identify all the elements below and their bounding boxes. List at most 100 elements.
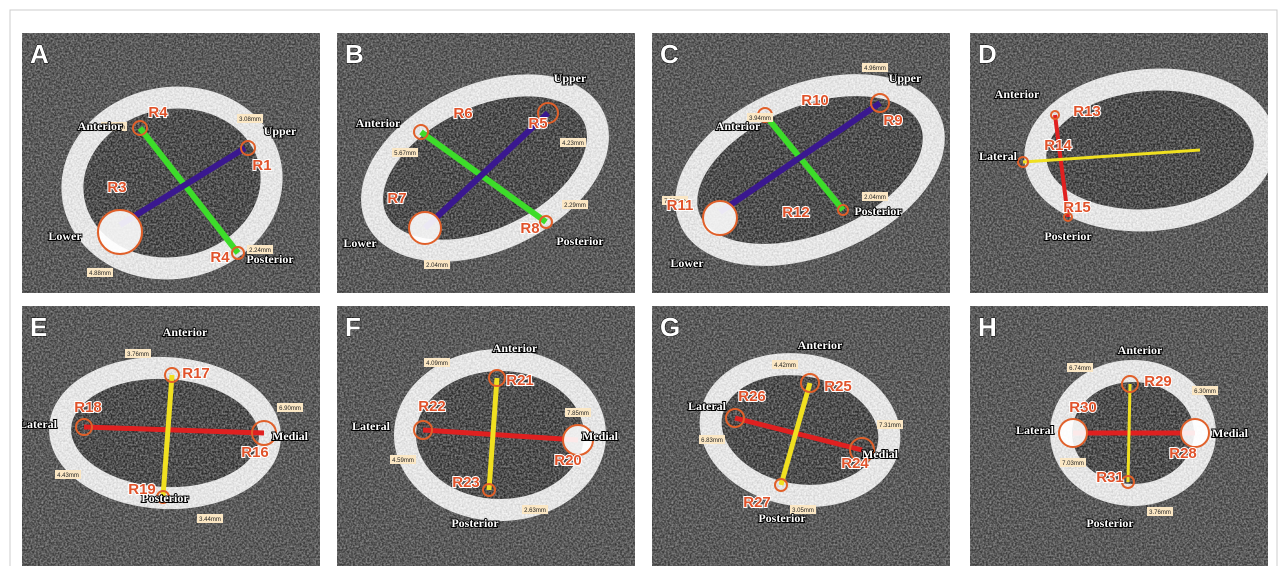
panel: 5.67mm4.23mm2.29mm2.04mmAnteriorUpperLow… bbox=[337, 33, 635, 293]
measure-line bbox=[1128, 384, 1130, 482]
roi-label: R29 bbox=[1144, 373, 1172, 390]
roi-label: R1 bbox=[252, 157, 271, 174]
direction-label: Lateral bbox=[352, 419, 391, 433]
ct-noise bbox=[970, 33, 1268, 293]
panel-letter: B bbox=[345, 39, 364, 69]
measurement-label: 2.04mm bbox=[426, 263, 448, 269]
panel-letter: C bbox=[660, 39, 679, 69]
direction-label: Posterior bbox=[246, 252, 294, 266]
direction-label: Posterior bbox=[451, 516, 499, 530]
roi-label: R14 bbox=[1044, 137, 1072, 154]
figure: 3.71mm3.08mm4.88mm2.24mmAnteriorUpperLow… bbox=[0, 0, 1287, 566]
panel-letter: H bbox=[978, 312, 997, 342]
measurement-label: 2.63mm bbox=[524, 508, 546, 514]
panel-image: 3.94mm4.96mm7.08mm2.04mmAnteriorUpperLow… bbox=[652, 33, 959, 293]
direction-label: Lateral bbox=[19, 417, 58, 431]
roi-label: R19 bbox=[128, 481, 156, 498]
roi-label: R23 bbox=[452, 474, 480, 491]
measurement-label: 4.43mm bbox=[57, 473, 79, 479]
measurement-label: 3.76mm bbox=[1149, 510, 1171, 516]
measurement-label: 6.83mm bbox=[701, 438, 723, 444]
measurement-label: 7.85mm bbox=[567, 411, 589, 417]
panel-image: AnteriorLateralPosteriorR13R14R15D bbox=[970, 33, 1271, 293]
ct-noise bbox=[337, 33, 635, 293]
direction-label: Anterior bbox=[163, 325, 208, 339]
direction-label: Upper bbox=[889, 71, 922, 85]
measurement-label: 4.96mm bbox=[864, 66, 886, 72]
direction-label: Anterior bbox=[1118, 343, 1163, 357]
panel-image: 3.76mm6.90mm4.43mm3.44mmAnteriorLateralM… bbox=[19, 306, 320, 566]
panel: AnteriorLateralPosteriorR13R14R15D bbox=[970, 33, 1271, 293]
direction-label: Upper bbox=[264, 124, 297, 138]
roi-label: R9 bbox=[883, 112, 902, 129]
roi-label: R16 bbox=[241, 444, 269, 461]
direction-label: Anterior bbox=[716, 119, 761, 133]
direction-label: Lower bbox=[48, 229, 82, 243]
measurement-label: 5.67mm bbox=[394, 151, 416, 157]
measurement-label: 3.44mm bbox=[199, 517, 221, 523]
roi-label: R20 bbox=[554, 452, 582, 469]
roi-label: R8 bbox=[520, 220, 539, 237]
roi-label: R4 bbox=[210, 249, 230, 266]
roi-label: R11 bbox=[667, 197, 694, 214]
direction-label: Lower bbox=[670, 256, 704, 270]
direction-label: Anterior bbox=[798, 338, 843, 352]
roi-label: R5 bbox=[528, 115, 547, 132]
roi-circle bbox=[409, 212, 441, 244]
roi-label: R27 bbox=[743, 494, 771, 511]
direction-label: Anterior bbox=[995, 87, 1040, 101]
roi-circle bbox=[1059, 419, 1087, 447]
measurement-label: 7.03mm bbox=[1062, 461, 1084, 467]
panel-letter: D bbox=[978, 39, 997, 69]
panel-letter: E bbox=[30, 312, 47, 342]
panel-image: 4.42mm7.31mm6.83mm3.05mmAnteriorLateralM… bbox=[652, 306, 950, 566]
measurement-label: 4.23mm bbox=[562, 141, 584, 147]
measurement-label: 3.08mm bbox=[239, 117, 261, 123]
measurement-label: 2.04mm bbox=[864, 195, 886, 201]
direction-label: Lower bbox=[343, 236, 377, 250]
measurement-label: 4.09mm bbox=[426, 361, 448, 367]
direction-label: Posterior bbox=[556, 234, 604, 248]
direction-label: Posterior bbox=[1044, 229, 1092, 243]
roi-label: R30 bbox=[1069, 399, 1097, 416]
direction-label: Anterior bbox=[356, 116, 401, 130]
direction-label: Medial bbox=[582, 429, 619, 443]
measurement-label: 4.59mm bbox=[392, 458, 414, 464]
panel-image: 5.67mm4.23mm2.29mm2.04mmAnteriorUpperLow… bbox=[337, 33, 635, 293]
panel-letter: F bbox=[345, 312, 361, 342]
measurement-label: 6.90mm bbox=[279, 406, 301, 412]
roi-label: R25 bbox=[824, 378, 852, 395]
direction-label: Posterior bbox=[758, 511, 806, 525]
roi-label: R13 bbox=[1073, 103, 1101, 120]
roi-label: R6 bbox=[453, 105, 472, 122]
panel-letter: A bbox=[30, 39, 49, 69]
roi-label: R3 bbox=[107, 179, 126, 196]
roi-label: R7 bbox=[387, 190, 406, 207]
direction-label: Medial bbox=[1212, 426, 1249, 440]
roi-label: R18 bbox=[74, 399, 102, 416]
roi-label: R15 bbox=[1063, 199, 1091, 216]
panel: 4.09mm7.85mm4.59mm2.63mmAnteriorLateralM… bbox=[337, 306, 635, 566]
panel: 3.76mm6.90mm4.43mm3.44mmAnteriorLateralM… bbox=[19, 306, 320, 566]
roi-label: R26 bbox=[738, 388, 766, 405]
measurement-label: 2.29mm bbox=[564, 203, 586, 209]
roi-label: R4 bbox=[148, 104, 168, 121]
direction-label: Medial bbox=[272, 429, 309, 443]
panel: 6.74mm6.30mm7.03mm3.76mmAnteriorLateralM… bbox=[970, 306, 1268, 566]
measurement-label: 6.30mm bbox=[1194, 389, 1216, 395]
direction-label: Posterior bbox=[1086, 516, 1134, 530]
roi-label: R17 bbox=[182, 365, 210, 382]
roi-label: R31 bbox=[1096, 469, 1124, 486]
roi-label: R28 bbox=[1169, 445, 1197, 462]
roi-label: R10 bbox=[801, 92, 829, 109]
direction-label: Anterior bbox=[78, 119, 123, 133]
measurement-label: 4.42mm bbox=[774, 363, 796, 369]
roi-circle bbox=[98, 210, 142, 254]
roi-circle bbox=[703, 201, 737, 235]
direction-label: Posterior bbox=[854, 204, 902, 218]
measurement-label: 4.88mm bbox=[89, 271, 111, 277]
measurement-label: 7.31mm bbox=[879, 423, 901, 429]
